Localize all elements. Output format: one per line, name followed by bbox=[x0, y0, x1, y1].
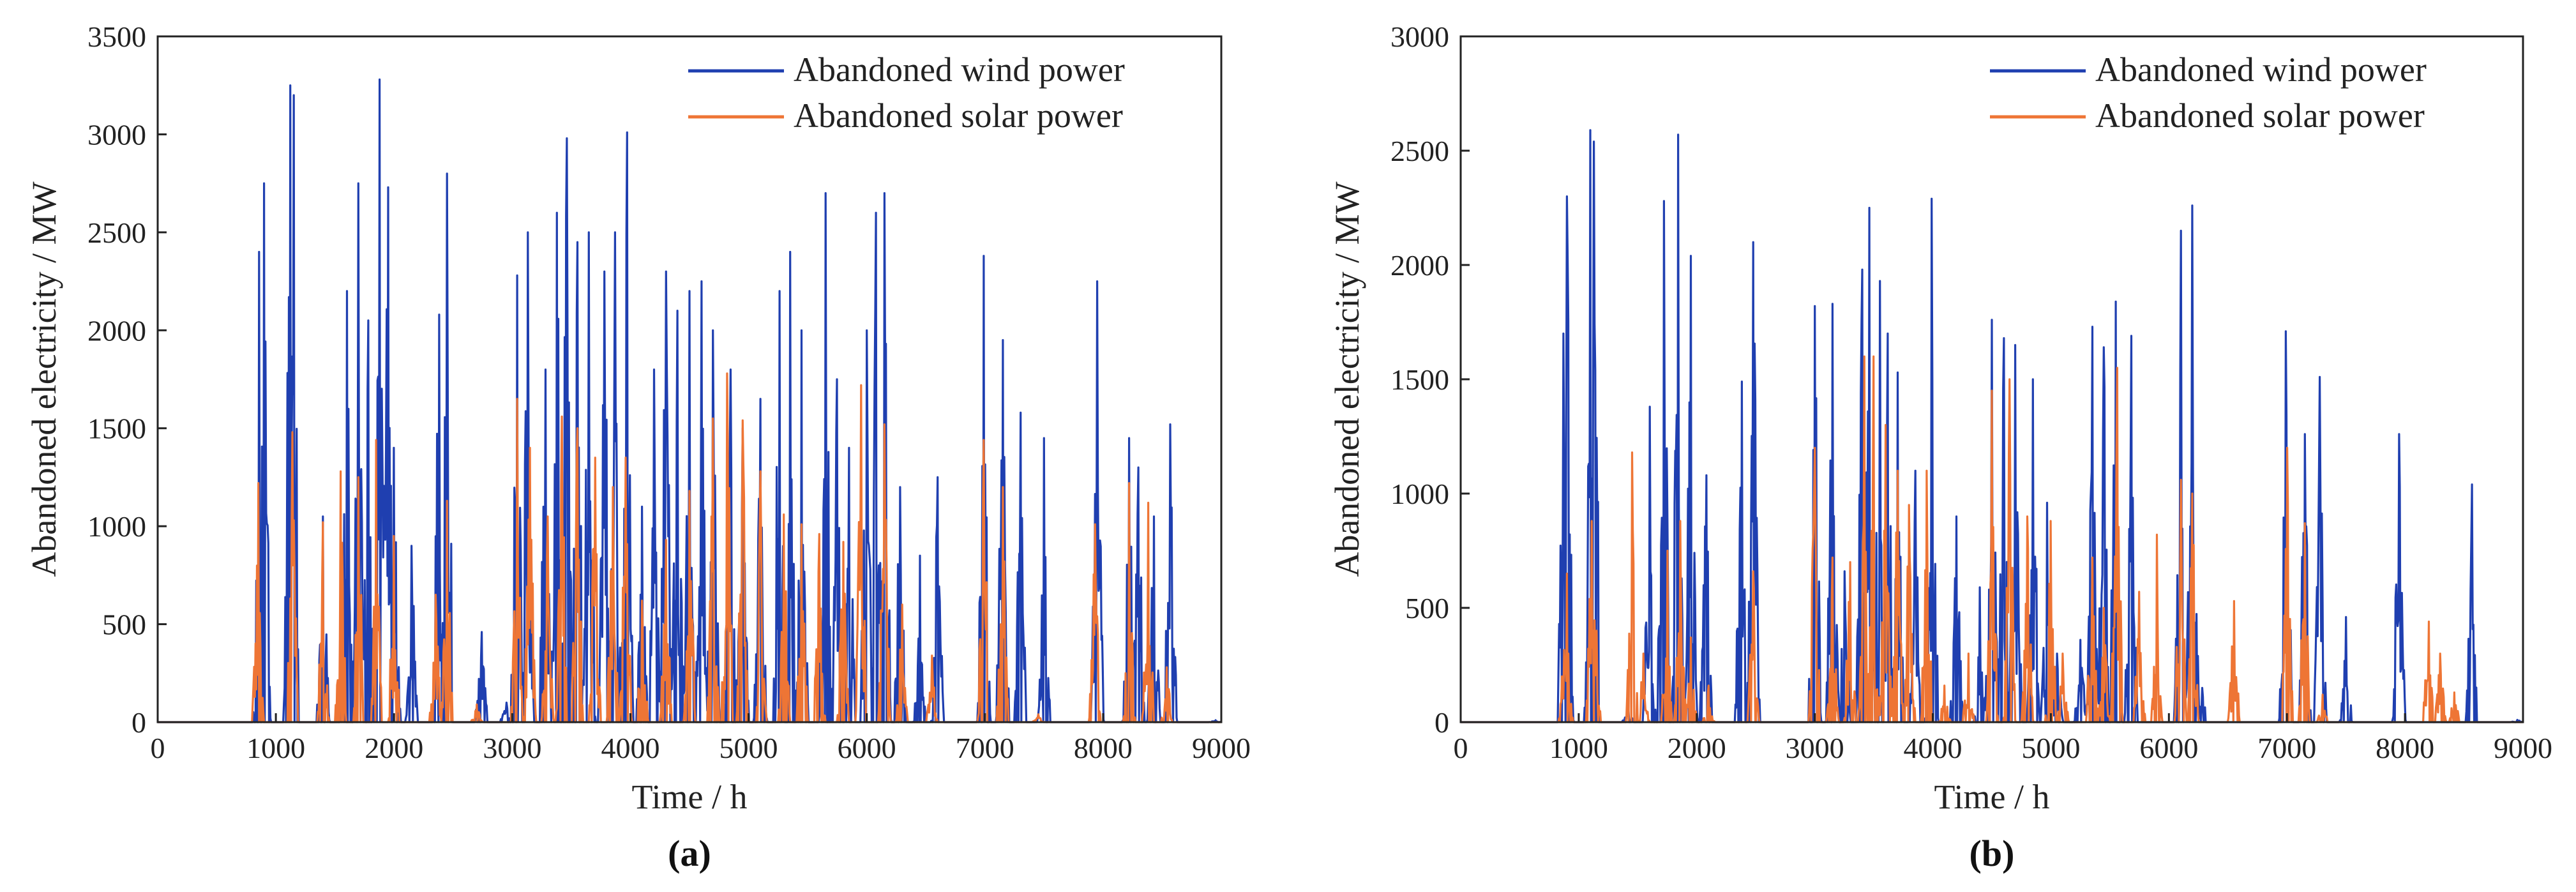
y-tick-label-3000-b: 3000 bbox=[1390, 20, 1449, 53]
chart-panel-a: 0 1000 2000 3000 4000 5000 6000 7000 8000 9000 0 50… bbox=[25, 20, 1251, 874]
y-tick-label-1500-b: 1500 bbox=[1390, 363, 1449, 396]
y-tick-label-3500-a: 3500 bbox=[87, 20, 146, 53]
panel-label-a: (a) bbox=[668, 833, 711, 874]
panel-label-b: (b) bbox=[1970, 833, 2015, 874]
y-tick-label-500-b: 500 bbox=[1405, 592, 1449, 624]
y-axis-title-b: Abandoned electricity / MW bbox=[1328, 181, 1366, 577]
y-tick-label-1500-a: 1500 bbox=[87, 412, 146, 445]
x-tick-label-4000-b: 4000 bbox=[1904, 732, 1962, 764]
y-tick-label-0-b: 0 bbox=[1435, 706, 1449, 739]
y-tick-label-1000-b: 1000 bbox=[1390, 478, 1449, 510]
x-axis-title-b: Time / h bbox=[1934, 778, 2049, 816]
series-layer-a bbox=[157, 78, 1222, 723]
x-tick-label-9000-b: 9000 bbox=[2494, 732, 2552, 764]
x-tick-label-8000-a: 8000 bbox=[1074, 732, 1133, 764]
x-tick-label-8000-b: 8000 bbox=[2376, 732, 2434, 764]
legend-label-solar-a: Abandoned solar power bbox=[794, 96, 1123, 135]
y-axis-title-a: Abandoned electricity / MW bbox=[25, 181, 63, 577]
x-tick-label-5000-b: 5000 bbox=[2021, 732, 2080, 764]
x-tick-label-6000-a: 6000 bbox=[838, 732, 896, 764]
x-tick-label-4000-a: 4000 bbox=[601, 732, 659, 764]
y-tick-label-2500-b: 2500 bbox=[1390, 135, 1449, 167]
x-axis-title-a: Time / h bbox=[631, 778, 747, 816]
y-tick-label-2500-a: 2500 bbox=[87, 216, 146, 249]
y-tick-label-2000-b: 2000 bbox=[1390, 249, 1449, 282]
ticks-layer-b: 0 1000 2000 3000 4000 5000 6000 7000 8000 9000 0 50… bbox=[1390, 20, 2552, 764]
x-tick-label-1000-b: 1000 bbox=[1549, 732, 1608, 764]
x-tick-label-5000-a: 5000 bbox=[719, 732, 778, 764]
y-tick-label-500-a: 500 bbox=[102, 609, 146, 641]
x-tick-label-3000-b: 3000 bbox=[1786, 732, 1844, 764]
y-tick-label-3000-a: 3000 bbox=[87, 118, 146, 151]
x-tick-label-7000-a: 7000 bbox=[956, 732, 1014, 764]
series-layer-b bbox=[1460, 129, 2524, 723]
x-tick-label-0-a: 0 bbox=[151, 732, 165, 764]
legend-label-wind-a: Abandoned wind power bbox=[794, 50, 1125, 89]
x-tick-label-3000-a: 3000 bbox=[483, 732, 541, 764]
y-tick-label-1000-a: 1000 bbox=[87, 510, 146, 543]
legend-a: Abandoned wind power Abandoned solar pow… bbox=[688, 50, 1125, 135]
legend-label-solar-b: Abandoned solar power bbox=[2095, 96, 2425, 135]
ticks-layer-a: 0 1000 2000 3000 4000 5000 6000 7000 8000 9000 0 50… bbox=[87, 20, 1251, 764]
x-tick-label-0-b: 0 bbox=[1454, 732, 1468, 764]
x-tick-label-2000-b: 2000 bbox=[1668, 732, 1726, 764]
plot-frame-a bbox=[156, 35, 1223, 723]
x-tick-label-9000-a: 9000 bbox=[1192, 732, 1251, 764]
x-tick-label-6000-b: 6000 bbox=[2139, 732, 2198, 764]
y-tick-label-2000-a: 2000 bbox=[87, 314, 146, 347]
y-tick-label-0-a: 0 bbox=[132, 706, 146, 739]
legend-label-wind-b: Abandoned wind power bbox=[2095, 50, 2427, 89]
chart-panel-b: 0 1000 2000 3000 4000 5000 6000 7000 8000 9000 0 50… bbox=[1328, 20, 2552, 874]
x-tick-label-2000-a: 2000 bbox=[365, 732, 423, 764]
series-line-solar-b bbox=[1460, 355, 2524, 723]
x-tick-label-7000-b: 7000 bbox=[2257, 732, 2316, 764]
x-tick-label-1000-a: 1000 bbox=[246, 732, 305, 764]
legend-b: Abandoned wind power Abandoned solar pow… bbox=[1990, 50, 2427, 135]
